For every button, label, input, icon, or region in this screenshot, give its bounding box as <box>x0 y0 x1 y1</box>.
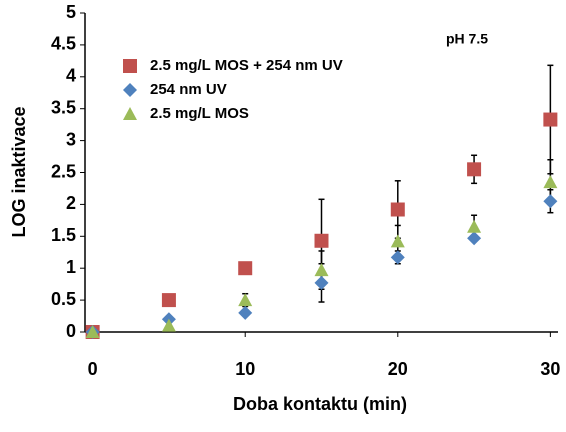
marker <box>161 318 176 332</box>
marker <box>390 202 405 217</box>
x-tick-label: 20 <box>388 359 408 379</box>
marker <box>314 263 329 277</box>
legend-marker <box>123 107 137 120</box>
legend-label: 254 nm UV <box>150 81 227 98</box>
marker <box>467 162 482 177</box>
marker <box>161 293 176 308</box>
y-tick-label: 0.5 <box>51 289 76 309</box>
marker <box>85 325 100 338</box>
y-tick-label: 5 <box>66 2 76 22</box>
marker <box>467 219 482 233</box>
legend-label: 2.5 mg/L MOS <box>150 105 249 122</box>
y-tick-label: 3 <box>66 129 76 149</box>
y-tick-label: 2 <box>66 193 76 213</box>
marker <box>467 231 482 246</box>
y-tick-label: 1.5 <box>51 225 76 245</box>
marker <box>543 112 558 127</box>
x-tick-label: 10 <box>235 359 255 379</box>
y-tick-label: 4 <box>66 66 76 86</box>
marker <box>238 305 253 320</box>
y-tick-label: 2.5 <box>51 161 76 181</box>
legend-label: 2.5 mg/L MOS + 254 nm UV <box>150 57 343 74</box>
legend-marker <box>123 83 137 97</box>
marker <box>314 233 329 248</box>
marker <box>314 275 329 290</box>
marker <box>543 175 558 189</box>
y-axis-label: LOG inaktivace <box>9 106 29 237</box>
marker <box>543 194 558 209</box>
y-tick-label: 1 <box>66 257 76 277</box>
marker <box>238 293 253 307</box>
legend-marker <box>123 59 137 73</box>
annotation: pH 7.5 <box>446 31 488 47</box>
x-axis-label: Doba kontaktu (min) <box>233 394 407 414</box>
x-tick-label: 0 <box>88 359 98 379</box>
x-tick-label: 30 <box>540 359 560 379</box>
y-tick-label: 0 <box>66 321 76 341</box>
marker <box>238 261 253 276</box>
marker <box>390 234 405 248</box>
y-tick-label: 3.5 <box>51 97 76 117</box>
marker <box>390 250 405 265</box>
y-tick-label: 4.5 <box>51 34 76 54</box>
